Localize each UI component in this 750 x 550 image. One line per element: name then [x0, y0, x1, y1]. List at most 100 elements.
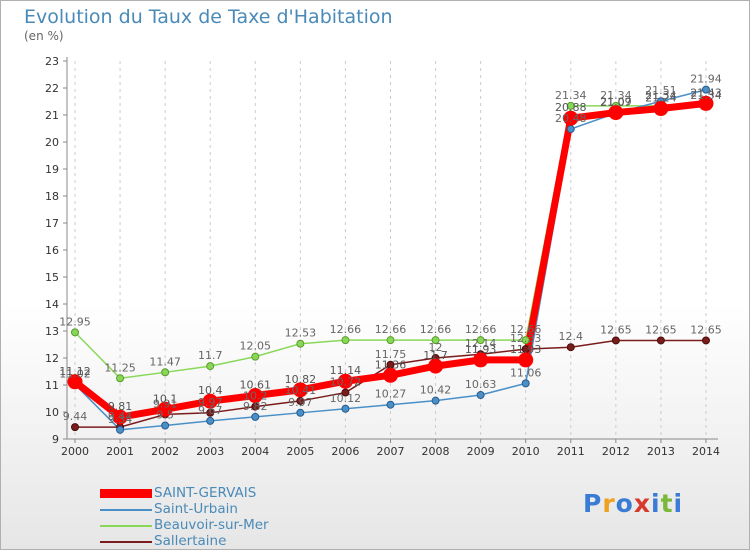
- data-label-beauvoir-sur-mer-2003: 11.7: [198, 349, 223, 362]
- data-label-saint-urbain-2009: 10.63: [465, 378, 497, 391]
- chart-title: Evolution du Taux de Taxe d'Habitation: [24, 6, 393, 28]
- y-tick-label-10: 10: [45, 406, 59, 419]
- data-label-beauvoir-sur-mer-2011: 21.34: [555, 89, 587, 102]
- point-sallertaine-2006: [341, 388, 350, 397]
- point-saint-urbain-2002: [161, 421, 170, 430]
- legend-label-sallertaine: Sallertaine: [154, 533, 227, 549]
- x-tick-label-2007: 2007: [376, 445, 404, 458]
- point-beauvoir-sur-mer-2000: [71, 328, 79, 337]
- data-label-saint-gervais-2000: 11.12: [59, 365, 91, 378]
- data-label-sallertaine-2000: 9.44: [63, 410, 88, 423]
- legend-item-beauvoir-sur-mer: Beauvoir-sur-Mer: [100, 517, 360, 534]
- point-beauvoir-sur-mer-2008: [431, 336, 440, 345]
- point-sallertaine-2003: [206, 408, 215, 417]
- data-label-saint-urbain-2001: 9.34: [108, 413, 133, 426]
- y-tick-label-13: 13: [45, 325, 59, 338]
- data-label-sallertaine-2002: 9.91: [153, 397, 178, 410]
- data-label-sallertaine-2011: 12.4: [559, 330, 584, 343]
- x-tick-label-2006: 2006: [331, 445, 359, 458]
- logo-letter: r: [602, 489, 616, 518]
- point-beauvoir-sur-mer-2004: [251, 352, 260, 361]
- legend: SAINT-GERVAIS Saint-Urbain Beauvoir-sur-…: [100, 485, 360, 550]
- proxiti-logo: Proxiti: [583, 489, 683, 518]
- point-beauvoir-sur-mer-2007: [386, 336, 395, 345]
- data-label-saint-gervais-2010: 11.93: [510, 343, 542, 356]
- point-beauvoir-sur-mer-2001: [116, 374, 125, 383]
- data-label-saint-urbain-2003: 9.67: [198, 404, 223, 417]
- y-tick-label-17: 17: [45, 217, 59, 230]
- point-saint-urbain-2011: [566, 125, 575, 134]
- x-tick-label-2010: 2010: [512, 445, 540, 458]
- y-tick-label-20: 20: [45, 136, 59, 149]
- data-label-saint-urbain-2008: 10.42: [420, 384, 452, 397]
- point-saint-gervais-2011: [563, 110, 579, 126]
- legend-label-saint-urbain: Saint-Urbain: [154, 501, 238, 517]
- legend-swatch-beauvoir-sur-mer: [100, 525, 152, 527]
- point-saint-gervais-2010: [518, 352, 534, 368]
- data-label-beauvoir-sur-mer-2004: 12.05: [240, 340, 272, 353]
- point-beauvoir-sur-mer-2002: [161, 368, 170, 377]
- point-saint-urbain-2006: [341, 404, 350, 413]
- data-label-beauvoir-sur-mer-2000: 12.95: [59, 315, 91, 328]
- x-tick-label-2003: 2003: [196, 445, 224, 458]
- x-tick-label-2002: 2002: [151, 445, 179, 458]
- point-beauvoir-sur-mer-2005: [296, 339, 305, 348]
- x-tick-label-2008: 2008: [422, 445, 450, 458]
- data-label-saint-gervais-2012: 21.09: [600, 96, 632, 109]
- data-label-saint-gervais-2011: 20.88: [555, 101, 587, 114]
- x-tick-label-2000: 2000: [61, 445, 89, 458]
- data-label-beauvoir-sur-mer-2008: 12.66: [420, 323, 452, 336]
- data-label-saint-gervais-2008: 11.7: [423, 349, 448, 362]
- data-label-saint-urbain-2014: 21.94: [690, 73, 722, 86]
- logo-letter: t: [660, 489, 674, 518]
- data-label-sallertaine-2003: 9.97: [198, 396, 223, 409]
- y-tick-label-16: 16: [45, 244, 59, 257]
- legend-item-sallertaine: Sallertaine: [100, 533, 360, 550]
- point-sallertaine-2005: [296, 396, 305, 405]
- legend-label-beauvoir-sur-mer: Beauvoir-sur-Mer: [154, 517, 269, 533]
- data-label-saint-gervais-2002: 10.1: [153, 392, 178, 405]
- data-label-saint-gervais-2014: 21.43: [690, 86, 722, 99]
- legend-swatch-saint-gervais: [100, 489, 152, 498]
- data-label-saint-urbain-2005: 9.97: [288, 396, 313, 409]
- legend-item-saint-gervais: SAINT-GERVAIS: [100, 485, 360, 502]
- point-beauvoir-sur-mer-2003: [206, 362, 215, 371]
- y-tick-label-14: 14: [45, 298, 59, 311]
- point-saint-gervais-2007: [382, 367, 398, 383]
- point-sallertaine-2014: [701, 336, 710, 345]
- data-label-saint-urbain-2010: 11.06: [510, 366, 542, 379]
- point-saint-gervais-2003: [202, 393, 218, 409]
- logo-letter: i: [651, 489, 661, 518]
- x-tick-label-2005: 2005: [286, 445, 314, 458]
- point-saint-gervais-2000: [67, 374, 83, 390]
- y-tick-label-21: 21: [45, 109, 59, 122]
- data-label-saint-gervais-2005: 10.82: [285, 373, 317, 386]
- chart-unit: (en %): [24, 29, 64, 43]
- x-tick-label-2012: 2012: [602, 445, 630, 458]
- point-sallertaine-2011: [566, 343, 575, 352]
- logo-letter: o: [615, 489, 634, 518]
- data-label-beauvoir-sur-mer-2009: 12.66: [465, 323, 497, 336]
- data-label-sallertaine-2005: 10.41: [285, 384, 317, 397]
- data-label-saint-gervais-2003: 10.4: [198, 384, 223, 397]
- data-label-beauvoir-sur-mer-2013: 21.34: [645, 89, 677, 102]
- data-label-beauvoir-sur-mer-2010: 12.66: [510, 323, 542, 336]
- legend-item-saint-urbain: Saint-Urbain: [100, 501, 360, 518]
- y-tick-label-19: 19: [45, 163, 59, 176]
- point-saint-gervais-2012: [608, 105, 624, 121]
- point-sallertaine-2004: [251, 402, 260, 411]
- y-tick-label-18: 18: [45, 190, 59, 203]
- y-tick-label-22: 22: [45, 82, 59, 95]
- data-label-sallertaine-2009: 12.14: [465, 337, 497, 350]
- y-tick-label-9: 9: [52, 433, 59, 446]
- point-saint-gervais-2008: [428, 358, 444, 374]
- data-label-saint-gervais-2009: 11.93: [465, 343, 497, 356]
- data-label-saint-urbain-2013: 21.51: [645, 84, 677, 97]
- data-label-saint-urbain-2002: 9.5: [156, 409, 174, 422]
- data-label-sallertaine-2010: 12.33: [510, 332, 542, 345]
- x-tick-label-2013: 2013: [647, 445, 675, 458]
- legend-label-saint-gervais: SAINT-GERVAIS: [154, 485, 257, 501]
- point-saint-urbain-2009: [476, 390, 485, 399]
- data-label-sallertaine-2007: 11.75: [375, 348, 407, 361]
- point-sallertaine-2013: [656, 336, 665, 345]
